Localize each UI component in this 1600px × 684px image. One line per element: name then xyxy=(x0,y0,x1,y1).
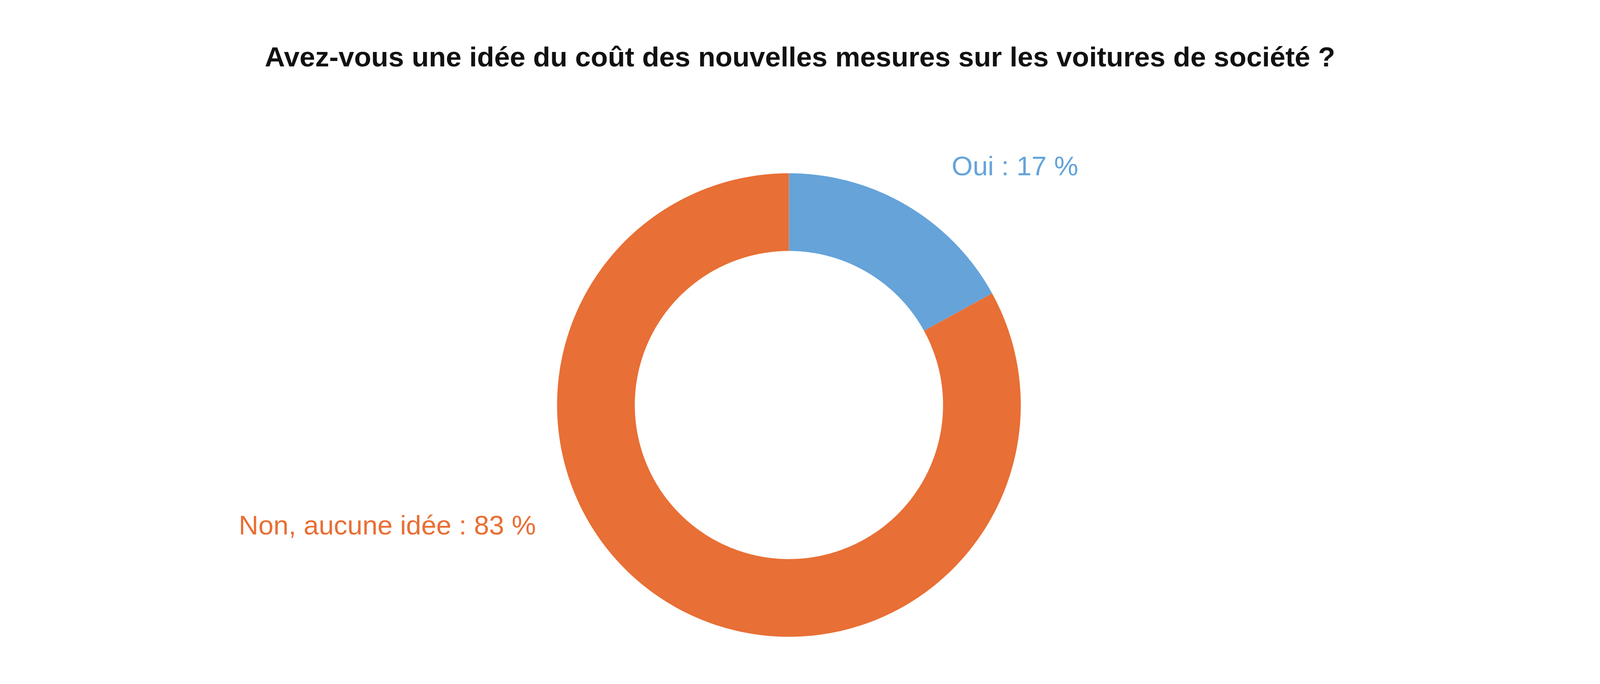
svg-text:Oui : 17 %: Oui : 17 % xyxy=(951,150,1079,182)
html-text:Avez-vous une idée du coût des: Avez-vous une idée du coût des nouvelles… xyxy=(264,41,1336,73)
svg-text:Non, aucune idée : 83 %: Non, aucune idée : 83 % xyxy=(238,510,536,541)
